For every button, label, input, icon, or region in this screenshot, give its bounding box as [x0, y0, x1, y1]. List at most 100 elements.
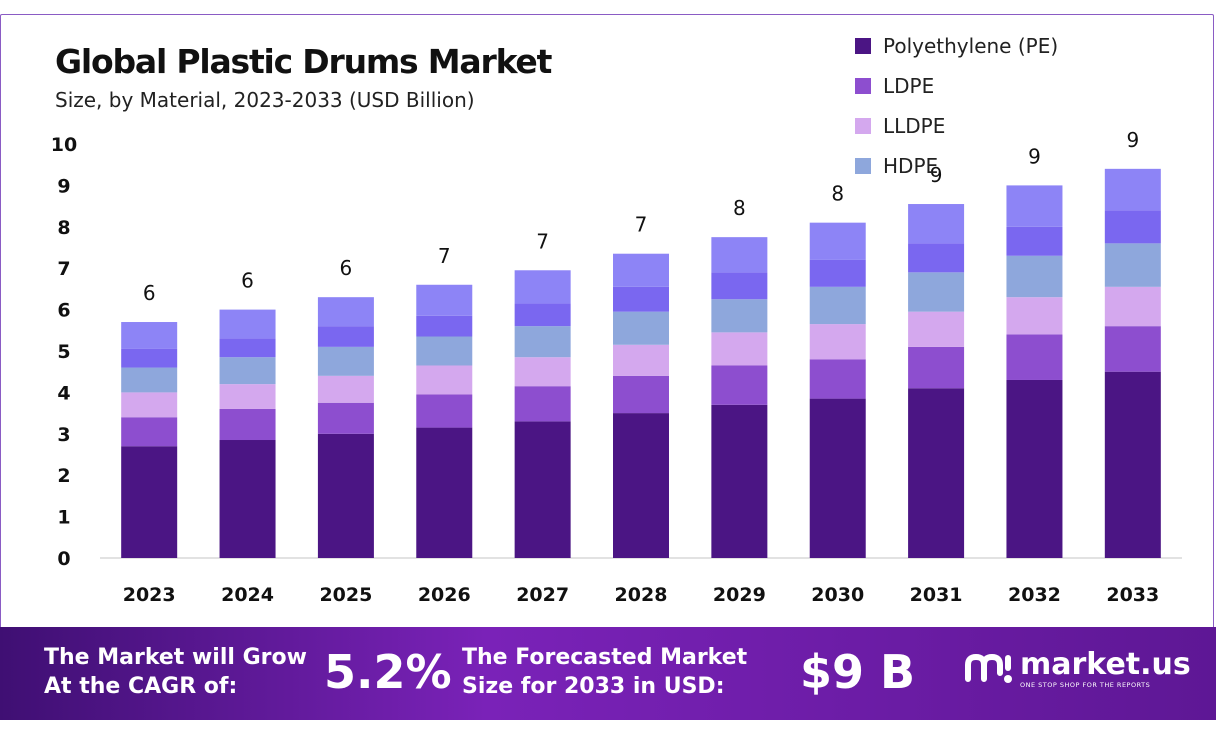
bar-segment	[317, 433, 374, 558]
bar-segment	[1006, 297, 1063, 335]
bar-segment	[514, 270, 571, 304]
legend-label-hdpe: HDPE	[883, 154, 939, 178]
forecast-caption-line2: Size for 2033 in USD:	[462, 674, 725, 699]
x-tick-label: 2032	[1008, 584, 1061, 606]
bar-segment	[809, 359, 866, 399]
bar-segment	[219, 338, 276, 358]
legend-swatch-hdpe	[855, 158, 871, 174]
bar-total-label: 9	[1126, 128, 1139, 152]
bar-segment	[809, 222, 866, 260]
brand-tagline: ONE STOP SHOP FOR THE REPORTS	[1020, 681, 1151, 689]
bar-segment	[908, 388, 965, 558]
bar-segment	[219, 384, 276, 409]
forecast-caption-line1: The Forecasted Market	[462, 645, 748, 670]
cagr-caption: The Market will Grow At the CAGR of:	[44, 643, 307, 701]
bar-segment	[121, 348, 178, 368]
bar-segment	[219, 357, 276, 385]
bar-segment	[1104, 243, 1161, 287]
y-tick-label: 3	[57, 424, 70, 446]
bar-segment	[317, 326, 374, 347]
bar-segment	[613, 375, 669, 414]
bar-segment	[416, 284, 473, 316]
bar-total-label: 6	[340, 256, 353, 280]
bar-segment	[711, 404, 768, 558]
bar-segment	[121, 322, 178, 349]
bar-segment	[908, 204, 965, 244]
y-tick-label: 2	[57, 465, 70, 487]
cagr-value: 5.2%	[324, 645, 452, 699]
legend-swatch-lldpe	[855, 118, 871, 134]
bar-total-label: 7	[536, 229, 549, 253]
bar-segment	[711, 332, 768, 366]
legend-swatch-pe	[855, 38, 871, 54]
bar-segment	[1104, 286, 1161, 327]
bar-segment	[908, 243, 965, 273]
x-tick-label: 2023	[123, 584, 176, 606]
bar-total-label: 7	[635, 213, 648, 237]
bar-segment	[121, 446, 178, 558]
bar-segment	[416, 394, 473, 428]
bar-segment	[908, 311, 965, 347]
bar-segment	[121, 392, 178, 418]
brand-name: market.us	[1020, 647, 1191, 682]
bar-segment	[416, 427, 473, 558]
bar-total-label: 9	[1028, 144, 1041, 168]
bar-total-label: 9	[930, 163, 943, 187]
forecast-value: $9 B	[800, 645, 916, 699]
bar-segment	[317, 346, 374, 376]
bar-segment	[809, 398, 866, 558]
bar-segment	[809, 324, 866, 360]
y-tick-label: 8	[57, 217, 70, 239]
bar-segment	[514, 303, 571, 327]
bar-segment	[514, 326, 571, 358]
bar-segment	[613, 344, 669, 376]
bar-segment	[219, 309, 276, 339]
y-tick-label: 6	[57, 300, 70, 322]
x-tick-label: 2026	[418, 584, 471, 606]
bar-total-label: 6	[241, 269, 254, 293]
forecast-caption: The Forecasted Market Size for 2033 in U…	[462, 643, 747, 701]
bar-segment	[1006, 255, 1063, 298]
legend-item-ldpe: LDPE	[855, 66, 1058, 106]
bar-segment	[416, 365, 473, 395]
bar-segment	[416, 336, 473, 366]
bar-segment	[711, 237, 768, 273]
legend-item-hdpe: HDPE	[855, 146, 1058, 186]
x-tick-label: 2024	[221, 584, 274, 606]
market-us-logo: market.us ONE STOP SHOP FOR THE REPORTS	[962, 649, 1191, 689]
bar-total-label: 8	[831, 182, 844, 206]
bar-segment	[121, 417, 178, 447]
legend-item-pe: Polyethylene (PE)	[855, 26, 1058, 66]
bar-total-label: 6	[143, 281, 156, 305]
bar-segment	[1006, 379, 1063, 558]
bar-segment	[1006, 226, 1063, 256]
bar-segment	[121, 367, 178, 393]
y-tick-label: 7	[57, 258, 70, 280]
x-tick-label: 2031	[910, 584, 963, 606]
x-tick-label: 2029	[713, 584, 766, 606]
bar-segment	[711, 299, 768, 333]
summary-footer: The Market will Grow At the CAGR of: 5.2…	[0, 627, 1216, 720]
bar-segment	[1006, 334, 1063, 380]
legend-item-lldpe: LLDPE	[855, 106, 1058, 146]
legend-label-lldpe: LLDPE	[883, 114, 946, 138]
x-tick-label: 2033	[1106, 584, 1159, 606]
y-tick-label: 1	[57, 507, 70, 529]
bar-segment	[613, 286, 669, 312]
chart-title: Global Plastic Drums Market	[55, 42, 552, 81]
bar-segment	[613, 253, 669, 287]
bar-segment	[514, 386, 571, 422]
bar-segment	[219, 440, 276, 558]
legend-swatch-ldpe	[855, 78, 871, 94]
bar-segment	[809, 286, 866, 325]
bar-segment	[317, 297, 374, 327]
y-tick-label: 4	[57, 382, 70, 404]
bar-total-label: 8	[733, 196, 746, 220]
legend-label-ldpe: LDPE	[883, 74, 935, 98]
x-tick-label: 2028	[615, 584, 668, 606]
bar-segment	[219, 408, 276, 441]
brand-text: market.us ONE STOP SHOP FOR THE REPORTS	[1020, 647, 1191, 690]
bar-segment	[711, 272, 768, 300]
cagr-caption-line1: The Market will Grow	[44, 645, 307, 670]
bar-segment	[613, 413, 669, 558]
